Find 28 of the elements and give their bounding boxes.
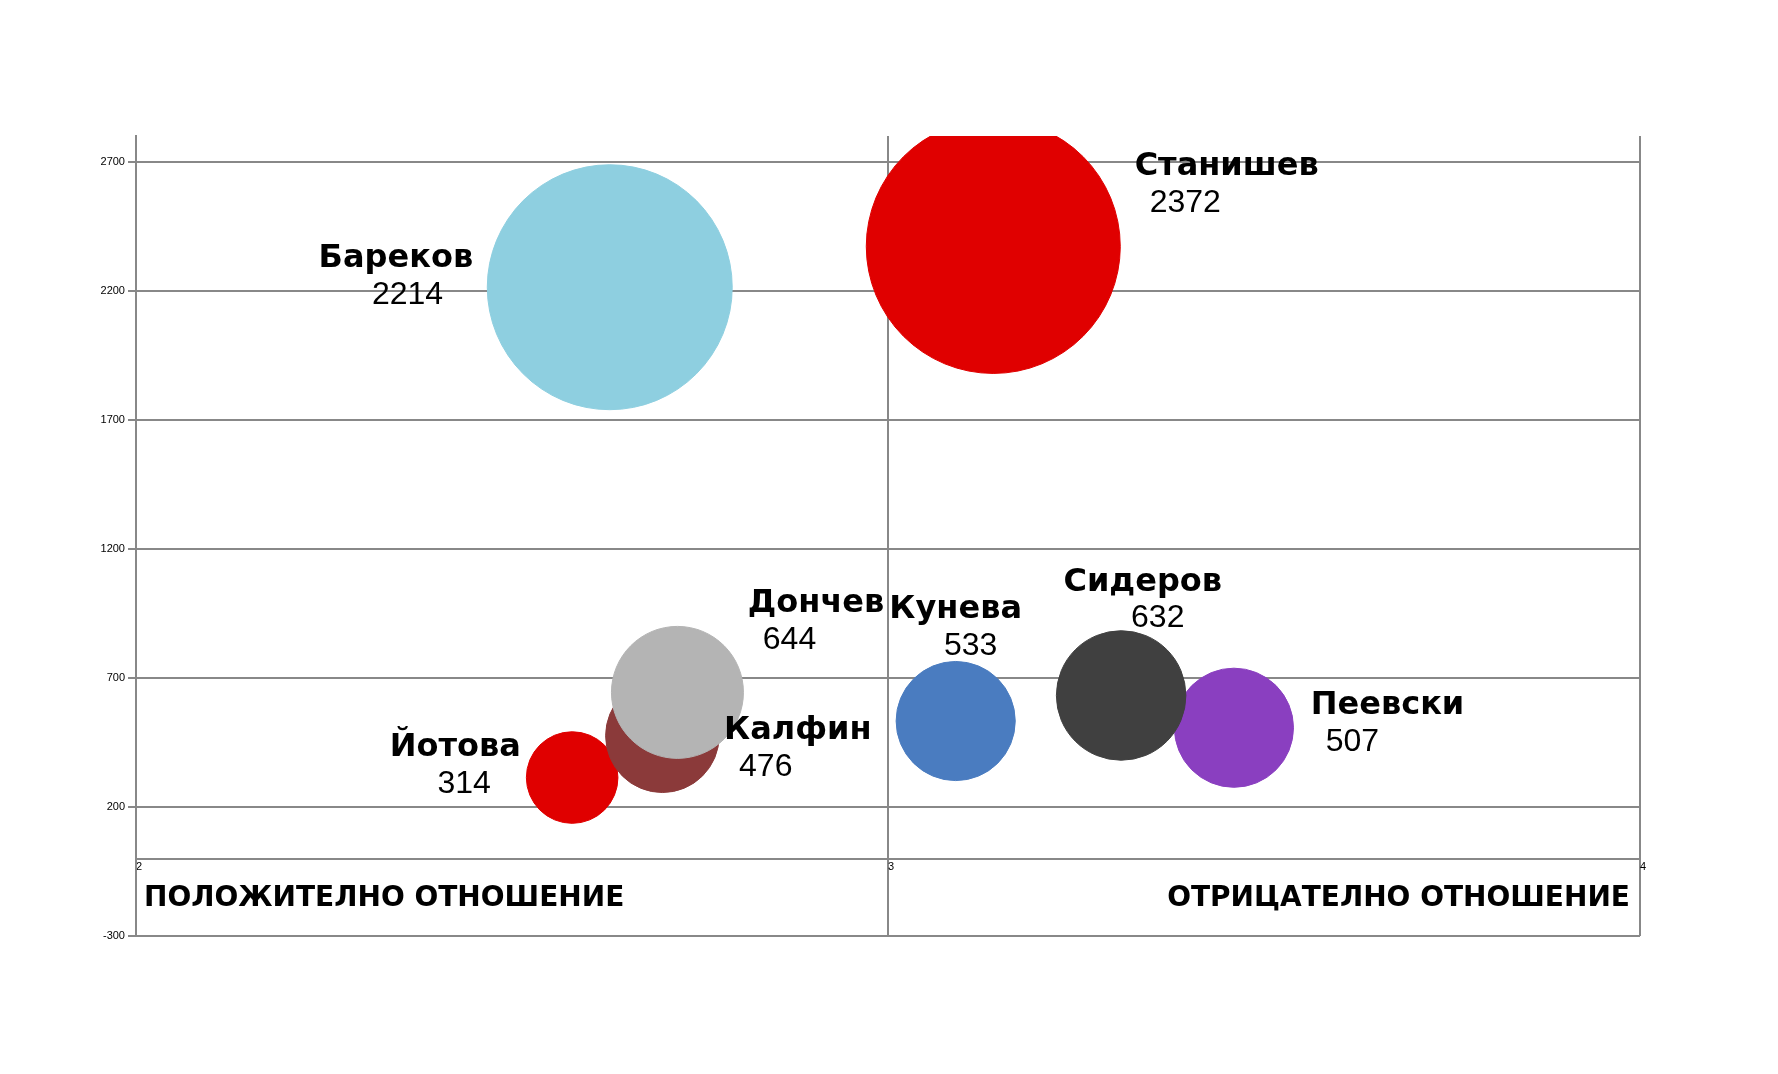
data-label: 533 [943, 625, 998, 662]
data-label: 632 [1131, 598, 1185, 635]
series-label: Йотова [389, 726, 521, 765]
y-tick-label: -300 [102, 929, 125, 942]
series-label: Сидеров [1063, 560, 1223, 599]
x-tick-label: 2 [136, 860, 143, 873]
series-label: Кунева [889, 588, 1023, 627]
y-tick-label: 1700 [100, 412, 125, 425]
data-label: 644 [762, 619, 817, 656]
data-label: 507 [1325, 721, 1380, 758]
series-label: Станишев [1134, 145, 1319, 184]
series-label: Пеевски [1310, 684, 1465, 723]
annotation: ПОЛОЖИТЕЛНО ОТНОШЕНИЕ [144, 879, 625, 913]
x-tick-label: 3 [888, 860, 895, 873]
series-label: Калфин [724, 709, 872, 748]
data-label: 314 [437, 763, 491, 800]
x-tick-label: 4 [1640, 860, 1647, 873]
annotation: ОТРИЦАТЕЛНО ОТНОШЕНИЕ [1167, 879, 1630, 913]
y-tick-label: 200 [106, 800, 125, 812]
y-tick-label: 2700 [100, 154, 125, 167]
series-label: Бареков [318, 237, 474, 276]
y-tick-label: 2200 [100, 283, 125, 296]
series-label: Дончев [747, 582, 885, 621]
y-tick-label: 1200 [100, 541, 125, 554]
data-label: 2214 [371, 274, 444, 311]
y-tick-label: 700 [106, 670, 125, 683]
data-label: 2372 [1149, 182, 1221, 219]
data-label: 476 [739, 746, 793, 783]
